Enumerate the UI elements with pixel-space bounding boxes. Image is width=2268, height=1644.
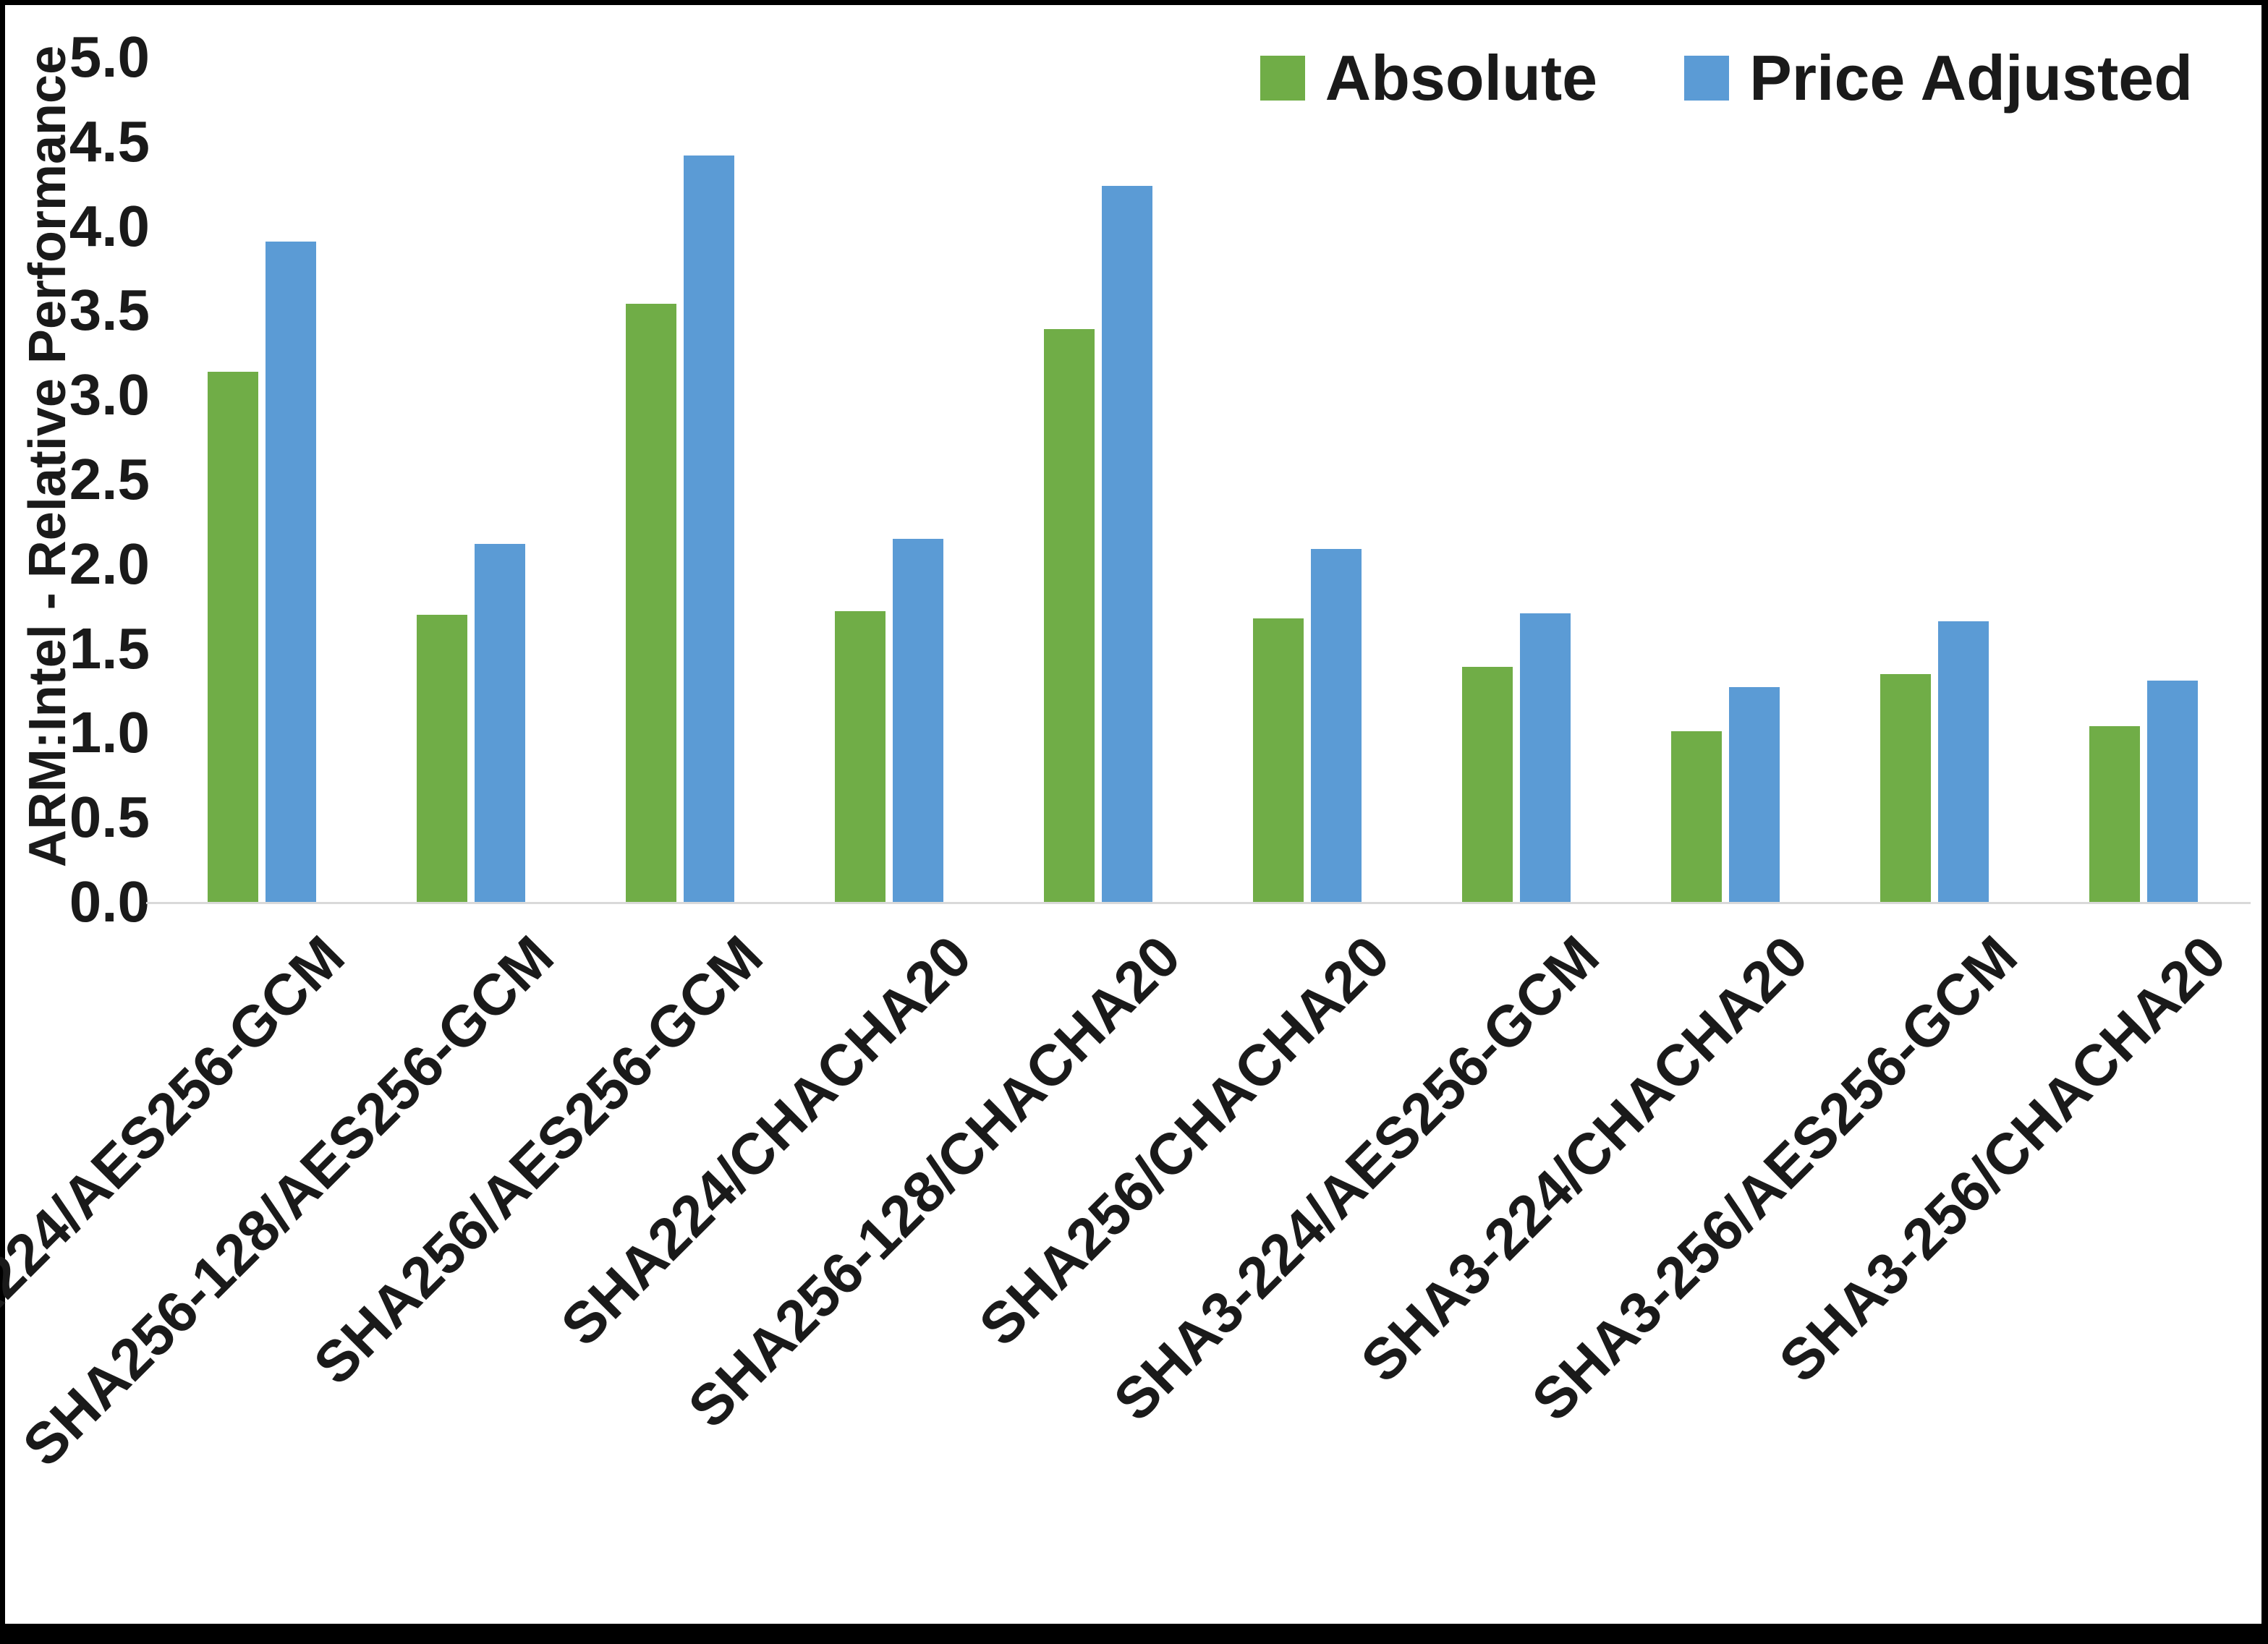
y-tick-label: 0.5 bbox=[69, 785, 150, 850]
y-tick-label: 3.5 bbox=[69, 278, 150, 343]
plot-area bbox=[157, 57, 2248, 902]
legend: Absolute Price Adjusted bbox=[1260, 41, 2193, 115]
y-tick-label: 2.0 bbox=[69, 531, 150, 596]
bar-absolute bbox=[1880, 673, 1931, 902]
x-category-label: SHA3-256/CHACHA20 bbox=[1767, 923, 2238, 1394]
x-category-label: SHA256/CHACHA20 bbox=[967, 923, 1402, 1358]
legend-label-absolute: Absolute bbox=[1325, 42, 1598, 114]
bar-absolute bbox=[2089, 726, 2140, 902]
x-category-label: SHA256-128/AES256-GCM bbox=[10, 923, 566, 1479]
x-category-label: SHA256-128/CHACHA20 bbox=[676, 923, 1193, 1440]
x-category-label: SHA3-256/AES256-GCM bbox=[1519, 923, 2029, 1434]
legend-swatch-price-adjusted-icon bbox=[1684, 56, 1730, 101]
x-category-label: SHA3-224/AES256-GCM bbox=[1101, 923, 1611, 1434]
bar-absolute bbox=[1670, 731, 1722, 902]
x-axis-line bbox=[146, 902, 2251, 904]
bar-absolute bbox=[207, 371, 258, 902]
y-tick-label: 1.5 bbox=[69, 616, 150, 681]
bar-price-adjusted bbox=[892, 538, 943, 902]
legend-swatch-absolute-icon bbox=[1260, 56, 1305, 101]
legend-item-price-adjusted: Price Adjusted bbox=[1684, 41, 2193, 115]
y-tick-label: 1.0 bbox=[69, 700, 150, 765]
bar-absolute bbox=[834, 611, 885, 902]
y-tick-label: 3.0 bbox=[69, 362, 150, 427]
legend-label-price-adjusted: Price Adjusted bbox=[1749, 42, 2193, 114]
bar-absolute bbox=[1043, 329, 1095, 902]
x-category-label: SHA256/AES256-GCM bbox=[301, 923, 775, 1397]
y-tick-label: 4.0 bbox=[69, 193, 150, 258]
x-category-label: SHA224/AES256-GCM bbox=[0, 923, 357, 1397]
y-tick-label: 5.0 bbox=[69, 25, 150, 89]
bar-absolute bbox=[625, 304, 676, 902]
bar-absolute bbox=[1252, 618, 1304, 902]
bar-price-adjusted bbox=[2146, 681, 2198, 902]
bar-price-adjusted bbox=[1728, 687, 1780, 902]
x-category-label: SHA224/CHACHA20 bbox=[548, 923, 984, 1358]
y-tick-label: 0.0 bbox=[69, 869, 150, 934]
y-tick-label: 4.5 bbox=[69, 108, 150, 174]
bar-price-adjusted bbox=[474, 543, 525, 902]
bar-price-adjusted bbox=[683, 155, 734, 902]
bar-chart: ARM:Intel - Relative Performance 5.0 4.5 4… bbox=[0, 5, 2261, 1624]
x-category-label: SHA3-224/CHACHA20 bbox=[1349, 923, 1820, 1394]
bar-price-adjusted bbox=[1101, 185, 1152, 902]
bar-price-adjusted bbox=[1310, 548, 1362, 902]
bar-absolute bbox=[1461, 667, 1513, 902]
bar-price-adjusted bbox=[1519, 613, 1571, 902]
y-tick-label: 2.5 bbox=[69, 447, 150, 511]
bar-price-adjusted bbox=[265, 241, 316, 902]
legend-item-absolute: Absolute bbox=[1260, 41, 1597, 115]
bar-absolute bbox=[416, 614, 467, 902]
bar-price-adjusted bbox=[1937, 621, 1989, 902]
y-axis-tick-labels: 5.0 4.5 4.0 3.5 3.0 2.5 2.0 1.5 1.0 0.5 0.0 bbox=[45, 28, 150, 931]
